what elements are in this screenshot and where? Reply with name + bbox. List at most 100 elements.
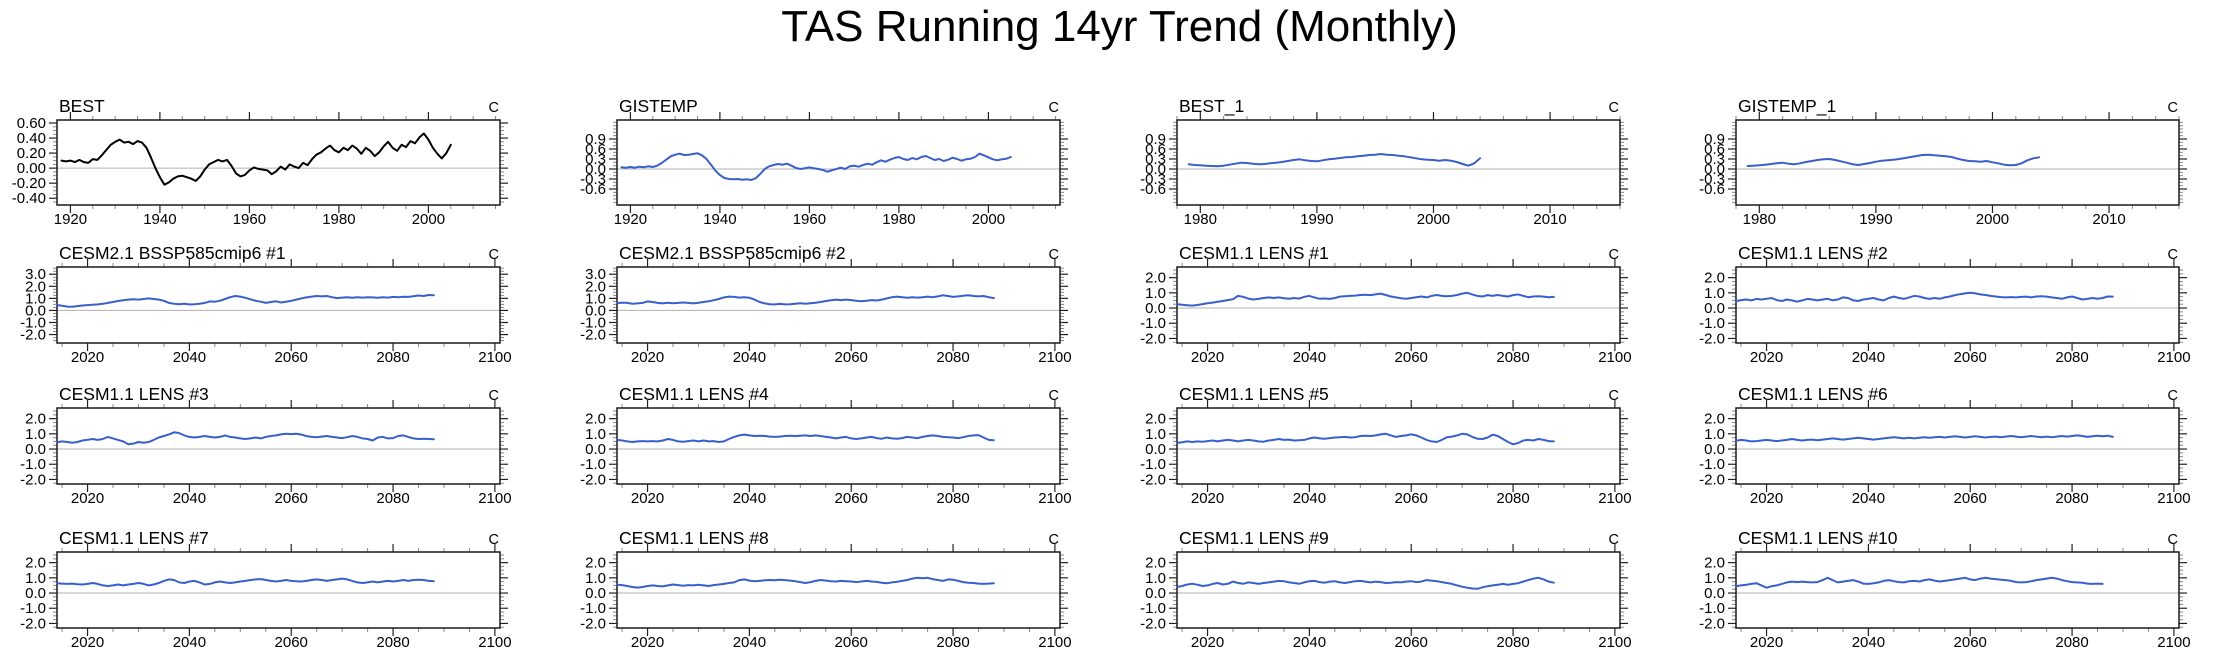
x-axis-ticks bbox=[1758, 112, 2110, 213]
x-tick-label: 2080 bbox=[376, 634, 409, 651]
y-tick-label: 2.0 bbox=[1704, 555, 1725, 572]
panel-title: GISTEMP bbox=[619, 96, 698, 116]
y-tick-label: 1.0 bbox=[1145, 570, 1166, 587]
y-axis-minor-ticks bbox=[53, 267, 504, 342]
y-tick-label: 3.0 bbox=[25, 266, 46, 283]
x-tick-label: 1960 bbox=[233, 211, 266, 228]
y-tick-label: 2.0 bbox=[585, 555, 606, 572]
panel: CESM1.1 LENS #2 C 2020 2040 2060 2080 2100 2.01… bbox=[1699, 243, 2190, 366]
panel: BEST C 1920 1940 1960 1980 2000 0.600.400.200.0… bbox=[12, 96, 508, 228]
x-tick-label: 2020 bbox=[631, 349, 664, 366]
panel: BEST_1 C 1980 1990 2000 2010 0.90.60.30.0-0.3-… bbox=[1140, 96, 1628, 228]
y-axis-minor-ticks bbox=[1732, 121, 2183, 203]
x-axis-ticks bbox=[1206, 259, 1616, 351]
series-line bbox=[1176, 432, 1555, 446]
x-tick-label: 2100 bbox=[2157, 349, 2190, 366]
y-tick-label: 0.40 bbox=[17, 130, 46, 147]
x-axis-minor-ticks bbox=[61, 548, 470, 632]
x-axis-minor-ticks bbox=[1181, 263, 1590, 347]
y-axis-ticks bbox=[609, 273, 1068, 336]
panel-title: CESM2.1 BSSP585cmip6 #2 bbox=[619, 243, 846, 263]
y-axis-ticks bbox=[1728, 277, 2187, 340]
y-axis-ticks bbox=[1169, 277, 1628, 340]
series-line bbox=[1746, 153, 2041, 167]
y-axis-minor-ticks bbox=[613, 554, 1064, 628]
y-tick-label: -0.6 bbox=[1140, 181, 1166, 198]
panel: CESM1.1 LENS #8 C 2020 2040 2060 2080 2100 2.01… bbox=[580, 528, 1071, 651]
x-tick-label: 2020 bbox=[631, 490, 664, 507]
y-tick-label: -2.0 bbox=[580, 615, 606, 632]
y-tick-label: 1.0 bbox=[25, 290, 46, 307]
panel-title: CESM1.1 LENS #10 bbox=[1738, 528, 1898, 548]
y-tick-label: -2.0 bbox=[20, 327, 46, 344]
y-tick-label: 0.0 bbox=[1145, 300, 1166, 317]
y-tick-label: -1.0 bbox=[1699, 315, 1725, 332]
y-tick-label: -2.0 bbox=[580, 471, 606, 488]
y-axis-ticks bbox=[609, 562, 1068, 625]
y-axis-ticks bbox=[1728, 138, 2187, 190]
panel: CESM1.1 LENS #4 C 2020 2040 2060 2080 2100 2.01… bbox=[580, 384, 1071, 507]
y-tick-label: 3.0 bbox=[585, 266, 606, 283]
y-axis-minor-ticks bbox=[1732, 554, 2183, 628]
x-tick-label: 2060 bbox=[275, 349, 308, 366]
x-tick-label: 2100 bbox=[2157, 634, 2190, 651]
plot-frame bbox=[1735, 119, 2180, 206]
series-line bbox=[60, 132, 452, 186]
panel-title: CESM1.1 LENS #8 bbox=[619, 528, 769, 548]
panel: CESM1.1 LENS #9 C 2020 2040 2060 2080 2100 2.01… bbox=[1140, 528, 1631, 651]
y-axis-minor-ticks bbox=[1173, 554, 1624, 628]
panel-units-label: C bbox=[489, 100, 499, 116]
x-axis-ticks bbox=[1765, 259, 2175, 351]
x-axis-ticks bbox=[86, 544, 496, 636]
panel-title: CESM1.1 LENS #4 bbox=[619, 384, 769, 404]
panel-units-label: C bbox=[1049, 532, 1059, 548]
series-line bbox=[616, 576, 995, 589]
x-tick-label: 2040 bbox=[173, 634, 206, 651]
y-tick-label: 2.0 bbox=[1704, 411, 1725, 428]
plot-frame bbox=[1176, 266, 1621, 344]
y-tick-label: 1.0 bbox=[585, 570, 606, 587]
x-tick-label: 1980 bbox=[1743, 211, 1776, 228]
x-tick-label: 2060 bbox=[1954, 490, 1987, 507]
y-tick-label: 2.0 bbox=[1145, 270, 1166, 287]
y-tick-label: -0.40 bbox=[12, 190, 46, 207]
x-axis-minor-ticks bbox=[1740, 263, 2149, 347]
x-tick-label: 2060 bbox=[835, 634, 868, 651]
x-axis-ticks bbox=[646, 544, 1056, 636]
panel-title: GISTEMP_1 bbox=[1738, 96, 1836, 117]
y-tick-label: -2.0 bbox=[1140, 330, 1166, 347]
y-axis-minor-ticks bbox=[1732, 410, 2183, 484]
x-axis-ticks bbox=[86, 400, 496, 492]
panel-title: CESM2.1 BSSP585cmip6 #1 bbox=[59, 243, 286, 263]
plot-frame bbox=[1176, 407, 1621, 485]
y-tick-label: -1.0 bbox=[1140, 456, 1166, 473]
x-tick-label: 2000 bbox=[1976, 211, 2009, 228]
y-axis-minor-ticks bbox=[53, 410, 504, 484]
y-tick-label: 0.0 bbox=[1704, 585, 1725, 602]
x-axis-minor-ticks bbox=[652, 116, 1057, 209]
y-tick-label: 1.0 bbox=[1704, 285, 1725, 302]
y-tick-label: 0.3 bbox=[1145, 151, 1166, 168]
panel-title: CESM1.1 LENS #6 bbox=[1738, 384, 1888, 404]
y-axis-ticks bbox=[49, 273, 508, 336]
y-axis-minor-ticks bbox=[53, 126, 504, 203]
panel-units-label: C bbox=[2168, 532, 2178, 548]
y-tick-label: -0.3 bbox=[1699, 171, 1725, 188]
x-axis-ticks bbox=[1765, 544, 2175, 636]
x-tick-label: 2020 bbox=[1191, 490, 1224, 507]
x-axis-minor-ticks bbox=[1740, 548, 2149, 632]
x-tick-label: 2000 bbox=[412, 211, 445, 228]
series-line bbox=[1735, 291, 2114, 303]
y-tick-label: 2.0 bbox=[25, 411, 46, 428]
y-axis-minor-ticks bbox=[613, 267, 1064, 342]
y-axis-minor-ticks bbox=[53, 554, 504, 628]
y-tick-label: 0.60 bbox=[17, 115, 46, 132]
x-tick-label: 1960 bbox=[793, 211, 826, 228]
y-tick-label: 0.0 bbox=[585, 585, 606, 602]
x-tick-label: 2080 bbox=[1496, 490, 1529, 507]
y-axis-ticks bbox=[1728, 562, 2187, 625]
x-axis-minor-ticks bbox=[1181, 404, 1590, 488]
x-axis-minor-ticks bbox=[61, 263, 470, 347]
y-axis-ticks bbox=[1728, 418, 2187, 481]
